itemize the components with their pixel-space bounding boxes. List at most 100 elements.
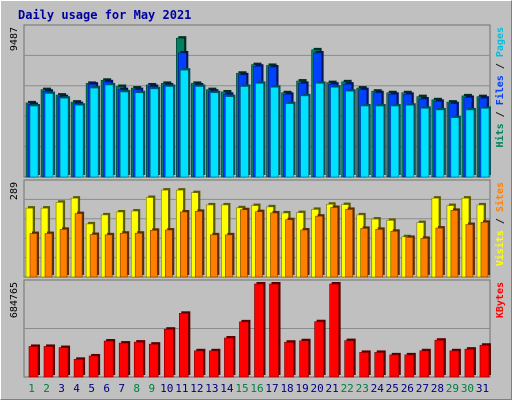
bar-visits-sites-sites-20 — [315, 214, 325, 278]
bar-hits-files-pages-pages-17 — [270, 85, 281, 178]
series-label-part: / — [495, 57, 506, 75]
x-tick-label-10: 10 — [160, 382, 173, 395]
bar-kbytes-kbytes-19 — [299, 338, 311, 378]
x-tick-label-11: 11 — [175, 382, 188, 395]
bar-visits-sites-sites-25 — [390, 229, 400, 278]
bar-kbytes-kbytes-23 — [359, 350, 371, 378]
bar-visits-sites-sites-24 — [375, 227, 385, 278]
bar-visits-sites-sites-30 — [465, 222, 475, 278]
bar-hits-files-pages-pages-27 — [420, 106, 431, 178]
bar-hits-files-pages-pages-2 — [44, 91, 56, 178]
bar-kbytes-kbytes-5 — [88, 353, 101, 378]
bar-kbytes-kbytes-8 — [133, 340, 146, 378]
bar-kbytes-kbytes-16 — [254, 282, 266, 378]
bar-visits-sites-sites-3 — [59, 227, 70, 278]
bar-visits-sites-sites-6 — [104, 232, 115, 278]
x-tick-label-4: 4 — [73, 382, 80, 395]
bar-hits-files-pages-pages-22 — [345, 89, 356, 178]
x-tick-label-16: 16 — [250, 382, 263, 395]
bar-visits-sites-sites-14 — [225, 232, 235, 278]
x-tick-label-18: 18 — [280, 382, 293, 395]
bar-visits-sites-sites-17 — [270, 210, 280, 278]
bar-hits-files-pages-pages-23 — [360, 104, 371, 178]
x-tick-label-7: 7 — [118, 382, 125, 395]
bar-hits-files-pages-pages-9 — [149, 86, 161, 178]
bar-hits-files-pages-pages-4 — [74, 103, 86, 178]
bar-visits-sites-sites-13 — [210, 232, 220, 278]
x-tick-label-28: 28 — [431, 382, 444, 395]
bar-hits-files-pages-pages-6 — [104, 82, 116, 178]
bar-visits-sites-sites-22 — [345, 207, 355, 278]
bar-kbytes-kbytes-26 — [404, 352, 416, 378]
bar-visits-sites-sites-28 — [435, 226, 445, 278]
bar-kbytes-kbytes-30 — [464, 347, 476, 378]
bar-kbytes-kbytes-3 — [58, 345, 71, 378]
bar-kbytes-kbytes-6 — [103, 339, 116, 378]
bar-visits-sites-sites-8 — [134, 231, 145, 278]
bar-hits-files-pages-pages-5 — [89, 86, 101, 178]
bar-kbytes-kbytes-1 — [28, 344, 40, 378]
bar-visits-sites-sites-1 — [29, 231, 39, 278]
bar-visits-sites-sites-11 — [180, 209, 190, 278]
bar-hits-files-pages-pages-8 — [134, 90, 146, 178]
bar-kbytes-kbytes-18 — [284, 340, 296, 378]
bar-hits-files-pages-pages-12 — [195, 84, 206, 178]
x-tick-label-27: 27 — [416, 382, 429, 395]
x-tick-label-8: 8 — [133, 382, 140, 395]
bar-hits-files-pages-pages-21 — [330, 85, 341, 178]
x-tick-label-29: 29 — [446, 382, 459, 395]
series-label-part: Pages — [495, 27, 506, 57]
bar-hits-files-pages-pages-31 — [480, 106, 491, 178]
series-label-part: / — [495, 212, 506, 230]
bar-hits-files-pages-pages-29 — [450, 115, 461, 178]
y-max-label-hits-files-pages: 9487 — [9, 27, 20, 51]
bar-visits-sites-sites-19 — [300, 228, 310, 278]
bar-visits-sites-sites-16 — [255, 209, 265, 278]
bar-hits-files-pages-pages-15 — [240, 84, 251, 178]
y-max-label-visits-sites: 289 — [9, 182, 20, 200]
x-tick-label-26: 26 — [401, 382, 414, 395]
series-label-part: KBytes — [495, 282, 506, 318]
series-label-part: Sites — [494, 182, 506, 212]
x-tick-label-23: 23 — [356, 382, 369, 395]
bar-kbytes-kbytes-15 — [239, 319, 251, 378]
x-tick-label-1: 1 — [28, 382, 35, 395]
bar-visits-sites-sites-27 — [420, 236, 430, 278]
x-tick-label-30: 30 — [461, 382, 474, 395]
bar-visits-sites-sites-12 — [195, 209, 205, 278]
x-tick-label-13: 13 — [205, 382, 218, 395]
bar-hits-files-pages-pages-7 — [119, 89, 131, 178]
bar-hits-files-pages-pages-13 — [210, 90, 221, 178]
bar-hits-files-pages-pages-10 — [164, 84, 176, 178]
bar-hits-files-pages-pages-30 — [465, 107, 476, 178]
bar-kbytes-kbytes-4 — [73, 357, 86, 378]
x-tick-label-12: 12 — [190, 382, 203, 395]
bar-visits-sites-sites-23 — [360, 226, 370, 278]
bar-kbytes-kbytes-31 — [479, 343, 491, 378]
x-tick-label-17: 17 — [265, 382, 278, 395]
x-tick-label-15: 15 — [235, 382, 248, 395]
bar-kbytes-kbytes-24 — [374, 350, 386, 378]
bar-visits-sites-sites-26 — [405, 235, 415, 278]
bar-hits-files-pages-pages-25 — [390, 104, 401, 178]
bar-kbytes-kbytes-2 — [43, 344, 56, 378]
x-tick-label-19: 19 — [295, 382, 308, 395]
bar-visits-sites-sites-4 — [74, 211, 85, 278]
x-tick-label-3: 3 — [58, 382, 65, 395]
bar-visits-sites-sites-2 — [44, 231, 55, 278]
bar-kbytes-kbytes-27 — [419, 348, 431, 378]
bar-visits-sites-sites-21 — [330, 205, 340, 278]
series-label-kbytes: KBytes — [495, 282, 506, 318]
bar-kbytes-kbytes-7 — [118, 341, 131, 378]
x-tick-label-25: 25 — [386, 382, 399, 395]
bar-kbytes-kbytes-9 — [148, 342, 161, 378]
bar-hits-files-pages-pages-11 — [180, 68, 191, 178]
x-tick-label-31: 31 — [476, 382, 489, 395]
bar-hits-files-pages-pages-24 — [375, 104, 386, 178]
bar-visits-sites-sites-10 — [164, 228, 175, 278]
bar-hits-files-pages-pages-18 — [285, 101, 296, 178]
bar-kbytes-kbytes-21 — [329, 282, 341, 378]
bar-kbytes-kbytes-29 — [449, 348, 461, 378]
bar-hits-files-pages-pages-3 — [59, 96, 71, 178]
